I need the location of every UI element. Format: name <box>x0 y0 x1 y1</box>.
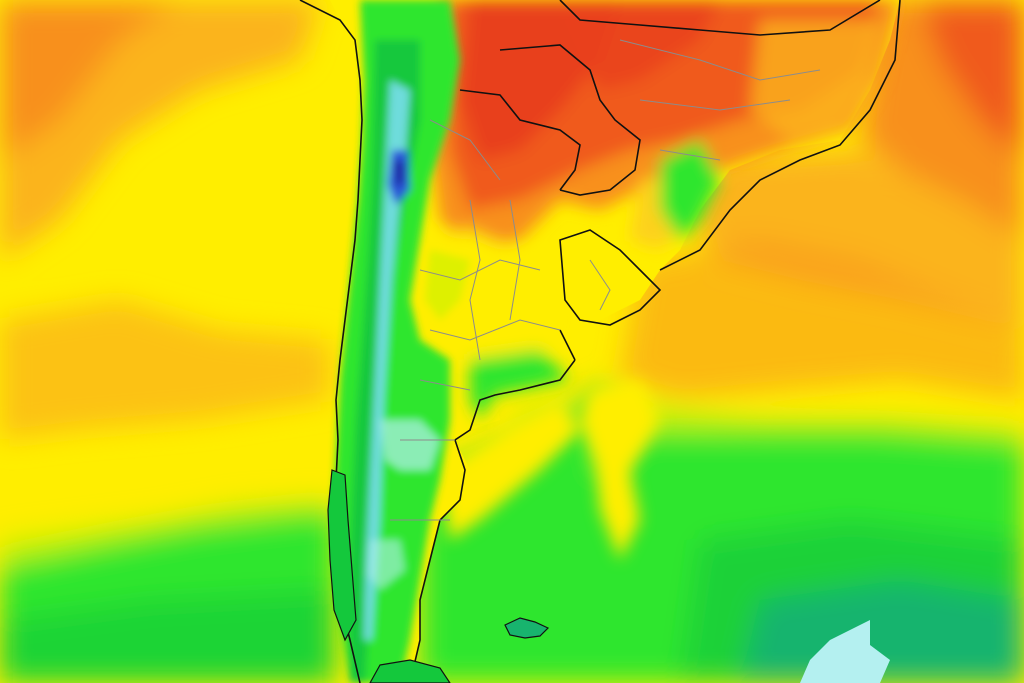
islands <box>327 469 550 683</box>
chiloe-islands <box>327 469 357 642</box>
falkland-islands <box>504 617 550 639</box>
province-borders <box>390 39 821 521</box>
ocean-east-bands <box>420 0 1024 683</box>
ocean-cold-patch <box>800 620 890 683</box>
land-temperature <box>400 0 900 420</box>
ocean-west-bands <box>0 0 335 683</box>
ocean-yellow-tongue <box>440 380 660 560</box>
tierra-del-fuego <box>369 659 451 683</box>
andes-cold-band <box>334 0 470 683</box>
